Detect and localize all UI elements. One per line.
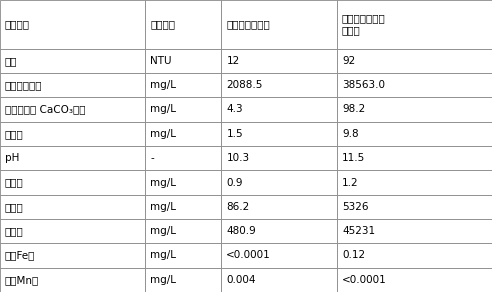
Text: NTU: NTU xyxy=(150,56,172,66)
Bar xyxy=(145,146,221,170)
Text: mg/L: mg/L xyxy=(150,202,176,212)
Bar xyxy=(0,49,145,73)
Bar xyxy=(0,243,145,268)
Bar xyxy=(337,195,492,219)
Text: mg/L: mg/L xyxy=(150,178,176,187)
Text: <0.0001: <0.0001 xyxy=(342,275,387,285)
Bar xyxy=(0,146,145,170)
Bar xyxy=(221,195,337,219)
Text: 0.12: 0.12 xyxy=(342,251,365,260)
Text: mg/L: mg/L xyxy=(150,129,176,139)
Bar xyxy=(221,219,337,243)
Text: 92: 92 xyxy=(342,56,355,66)
Bar xyxy=(0,97,145,122)
Text: 12: 12 xyxy=(226,56,240,66)
Bar xyxy=(145,195,221,219)
Bar xyxy=(221,73,337,97)
Text: 浊度: 浊度 xyxy=(5,56,17,66)
Text: mg/L: mg/L xyxy=(150,275,176,285)
Text: 5326: 5326 xyxy=(342,202,369,212)
Bar xyxy=(145,0,221,49)
Text: 86.2: 86.2 xyxy=(226,202,249,212)
Bar xyxy=(337,73,492,97)
Text: 悬浮物: 悬浮物 xyxy=(5,129,24,139)
Text: 1.2: 1.2 xyxy=(342,178,359,187)
Text: 改性染色后残液: 改性染色后残液 xyxy=(226,19,270,29)
Text: 38563.0: 38563.0 xyxy=(342,80,385,90)
Text: 氯化物: 氯化物 xyxy=(5,202,24,212)
Text: 45231: 45231 xyxy=(342,226,375,236)
Bar xyxy=(0,195,145,219)
Text: 传统不改姓染色
后残液: 传统不改姓染色 后残液 xyxy=(342,13,386,35)
Bar xyxy=(337,219,492,243)
Text: 10.3: 10.3 xyxy=(226,153,249,163)
Text: 溶解性总固体: 溶解性总固体 xyxy=(5,80,42,90)
Bar xyxy=(221,97,337,122)
Bar xyxy=(145,243,221,268)
Bar xyxy=(221,243,337,268)
Bar xyxy=(145,122,221,146)
Text: 1.5: 1.5 xyxy=(226,129,243,139)
Bar xyxy=(0,122,145,146)
Bar xyxy=(221,122,337,146)
Text: mg/L: mg/L xyxy=(150,105,176,114)
Bar xyxy=(221,268,337,292)
Text: 计量单位: 计量单位 xyxy=(150,19,175,29)
Bar xyxy=(337,243,492,268)
Text: 2088.5: 2088.5 xyxy=(226,80,263,90)
Text: 硫酸盐: 硫酸盐 xyxy=(5,226,24,236)
Text: 0.9: 0.9 xyxy=(226,178,243,187)
Text: 铁（Fe）: 铁（Fe） xyxy=(5,251,35,260)
Bar xyxy=(221,170,337,195)
Bar xyxy=(221,146,337,170)
Text: -: - xyxy=(150,153,154,163)
Bar xyxy=(337,170,492,195)
Bar xyxy=(0,73,145,97)
Bar xyxy=(145,73,221,97)
Bar xyxy=(0,268,145,292)
Bar xyxy=(221,0,337,49)
Text: 11.5: 11.5 xyxy=(342,153,365,163)
Bar xyxy=(337,0,492,49)
Text: 98.2: 98.2 xyxy=(342,105,365,114)
Text: pH: pH xyxy=(5,153,19,163)
Text: 检验项目: 检验项目 xyxy=(5,19,30,29)
Bar xyxy=(145,268,221,292)
Text: <0.0001: <0.0001 xyxy=(226,251,271,260)
Bar xyxy=(337,268,492,292)
Text: mg/L: mg/L xyxy=(150,80,176,90)
Bar xyxy=(337,49,492,73)
Text: 9.8: 9.8 xyxy=(342,129,359,139)
Bar xyxy=(221,49,337,73)
Bar xyxy=(337,97,492,122)
Text: 4.3: 4.3 xyxy=(226,105,243,114)
Bar xyxy=(145,219,221,243)
Bar xyxy=(0,170,145,195)
Text: mg/L: mg/L xyxy=(150,226,176,236)
Bar xyxy=(337,146,492,170)
Text: 锰（Mn）: 锰（Mn） xyxy=(5,275,39,285)
Bar xyxy=(145,170,221,195)
Text: 总硬度（以 CaCO₃计）: 总硬度（以 CaCO₃计） xyxy=(5,105,86,114)
Bar xyxy=(0,0,145,49)
Text: mg/L: mg/L xyxy=(150,251,176,260)
Bar xyxy=(0,219,145,243)
Text: 0.004: 0.004 xyxy=(226,275,256,285)
Text: 480.9: 480.9 xyxy=(226,226,256,236)
Bar xyxy=(337,122,492,146)
Text: 总碱度: 总碱度 xyxy=(5,178,24,187)
Bar xyxy=(145,49,221,73)
Bar xyxy=(145,97,221,122)
